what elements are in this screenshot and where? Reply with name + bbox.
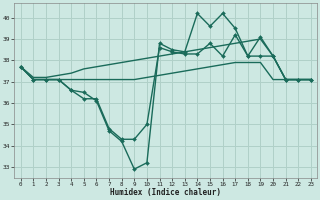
X-axis label: Humidex (Indice chaleur): Humidex (Indice chaleur) bbox=[110, 188, 221, 197]
